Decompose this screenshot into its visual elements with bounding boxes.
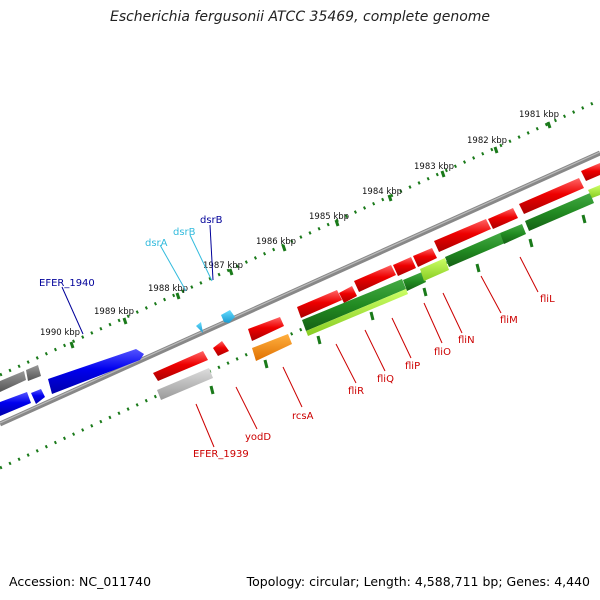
feature-efer1940[interactable]: [48, 349, 144, 394]
lower-ruler-major-tick: [528, 238, 534, 248]
accession-label: Accession: NC_011740: [9, 574, 152, 589]
feature-red-9[interactable]: [581, 163, 600, 181]
gene-label-yodD: yodD: [245, 432, 271, 443]
feature-blue-left[interactable]: [0, 392, 31, 416]
feature-yodD[interactable]: [213, 341, 229, 356]
gene-label-rcsA: rcsA: [292, 411, 314, 422]
feature-rcsA[interactable]: [252, 334, 292, 361]
gene-label-fliP: fliP: [405, 361, 420, 372]
lower-ruler-major-tick: [422, 287, 428, 297]
feature-lime-3[interactable]: [588, 185, 600, 198]
lower-ruler-major-tick: [263, 359, 269, 369]
ruler-major-ticks: [69, 121, 552, 349]
ruler-major-tick: [493, 146, 499, 154]
ruler-label: 1990 kbp: [40, 328, 80, 338]
ruler-label: 1985 kbp: [309, 212, 349, 222]
feature-red-1[interactable]: [297, 290, 342, 318]
ruler-major-tick: [69, 341, 75, 349]
genome-summary: Topology: circular; Length: 4,588,711 bp…: [246, 574, 590, 589]
feature-lime-1[interactable]: [306, 289, 408, 336]
ruler-major-tick: [334, 219, 340, 227]
feature-red-8[interactable]: [519, 178, 584, 214]
ruler-label: 1989 kbp: [94, 307, 134, 317]
lower-ruler-major-ticks: [209, 214, 587, 395]
feature-blue-left-2[interactable]: [31, 389, 45, 404]
feature-red-3[interactable]: [354, 265, 396, 292]
map-title: Escherichia fergusonii ATCC 35469, compl…: [109, 9, 491, 25]
ruler-label: 1981 kbp: [519, 110, 559, 120]
gene-labels: EFER_1940 dsrA dsrB dsrB EFER_1939 yodD …: [39, 215, 555, 460]
ruler-label: 1987 kbp: [203, 261, 243, 271]
backbone: [0, 150, 600, 427]
gene-label-fliQ: fliQ: [377, 374, 394, 385]
feature-red-4[interactable]: [393, 257, 416, 276]
ruler-labels: 1981 kbp 1982 kbp 1983 kbp 1984 kbp 1985 kbp…: [40, 110, 559, 338]
ruler-major-tick: [122, 317, 128, 325]
feature-red-7[interactable]: [488, 208, 518, 229]
feature-grey-left-2[interactable]: [26, 365, 41, 381]
ruler-track-upper: [0, 98, 600, 377]
feature-green-2[interactable]: [403, 272, 426, 291]
gene-label-efer1939: EFER_1939: [193, 449, 249, 460]
ruler-major-tick: [281, 244, 287, 252]
gene-label-fliO: fliO: [434, 347, 451, 358]
lower-ruler-major-tick: [475, 263, 481, 273]
ruler-major-tick: [175, 292, 181, 300]
gene-label-fliR: fliR: [348, 386, 364, 397]
gene-label-dsrA: dsrA: [145, 238, 168, 249]
lower-ruler-major-tick: [581, 214, 587, 224]
feature-red-5[interactable]: [413, 248, 437, 267]
feature-dsrA[interactable]: [196, 322, 203, 333]
feature-green-3[interactable]: [445, 233, 505, 267]
feature-red-2[interactable]: [339, 286, 357, 303]
ruler-major-tick: [387, 194, 393, 202]
gene-label-dsrB-cyan: dsrB: [173, 227, 196, 238]
feature-dsrB[interactable]: [221, 310, 235, 323]
feature-lime-2[interactable]: [420, 258, 449, 281]
gene-label-efer1940: EFER_1940: [39, 278, 95, 289]
lower-ruler-major-tick: [369, 311, 375, 321]
ruler-major-tick: [440, 170, 446, 178]
lower-ruler-major-tick: [316, 335, 322, 345]
ruler-major-tick: [228, 268, 234, 276]
ruler-label: 1984 kbp: [362, 187, 402, 197]
feature-track: [0, 163, 600, 416]
gene-label-fliL: fliL: [540, 294, 555, 305]
feature-red-6[interactable]: [434, 219, 491, 252]
ruler-label: 1988 kbp: [148, 284, 188, 294]
ruler-label: 1986 kbp: [256, 237, 296, 247]
gene-label-fliM: fliM: [500, 315, 518, 326]
feature-rcsA-red[interactable]: [248, 317, 284, 341]
ruler-major-tick: [546, 121, 552, 129]
lower-ruler-major-tick: [209, 385, 215, 395]
feature-green-4[interactable]: [500, 224, 526, 244]
feature-green-5[interactable]: [525, 193, 594, 231]
gene-label-dsrB: dsrB: [200, 215, 223, 226]
feature-efer1939-grey[interactable]: [157, 368, 213, 400]
feature-green-1[interactable]: [302, 279, 406, 331]
ruler-label: 1982 kbp: [467, 136, 507, 146]
ruler-label: 1983 kbp: [414, 162, 454, 172]
feature-efer1939[interactable]: [153, 351, 208, 381]
gene-label-fliN: fliN: [458, 335, 475, 346]
feature-grey-left[interactable]: [0, 371, 26, 392]
